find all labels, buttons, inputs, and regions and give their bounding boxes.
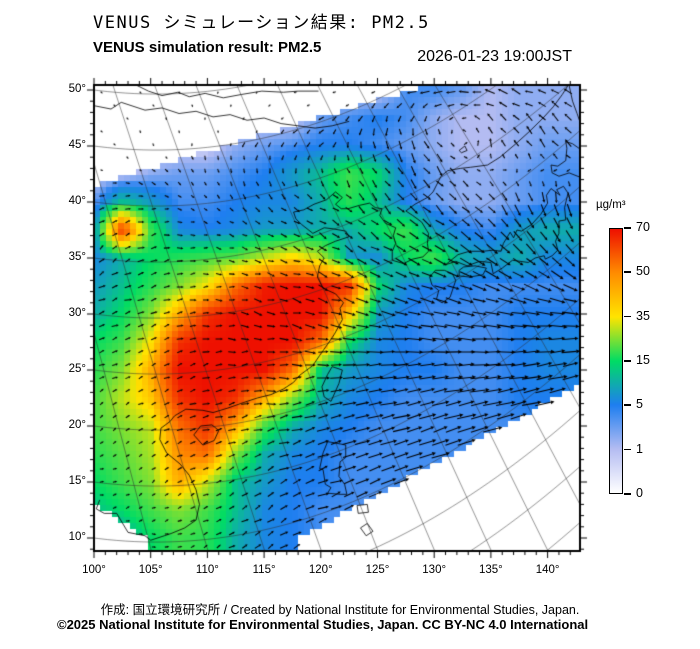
colorbar-unit-label: µg/m³ bbox=[596, 199, 626, 211]
colorbar-label-0: 0 bbox=[636, 486, 643, 500]
footer-credit: 作成: 国立環境研究所 / Created by National Instit… bbox=[100, 603, 580, 617]
colorbar-label-50: 50 bbox=[636, 264, 650, 279]
colorbar-tick-50 bbox=[624, 271, 631, 273]
lat-tick-label-50: 50° bbox=[68, 83, 86, 95]
page-title-english: VENUS simulation result: PM2.5 bbox=[93, 39, 322, 56]
colorbar-tick-0 bbox=[624, 493, 631, 495]
lat-tick-label-20: 20° bbox=[68, 419, 86, 431]
timestamp: 2026-01-23 19:00JST bbox=[417, 48, 572, 65]
colorbar-label-15: 15 bbox=[636, 353, 650, 367]
lon-tick-label-105: 105° bbox=[138, 564, 163, 576]
lon-tick-label-125: 125° bbox=[365, 564, 390, 576]
lon-tick-label-140: 140° bbox=[535, 564, 560, 576]
footer-license: ©2025 National Institute for Environment… bbox=[57, 617, 589, 632]
lon-tick-label-130: 130° bbox=[422, 564, 447, 576]
lon-tick-label-135: 135° bbox=[478, 564, 503, 576]
colorbar-tick-35 bbox=[624, 315, 631, 318]
colorbar-label-1: 1 bbox=[636, 441, 643, 456]
colorbar-label-35: 35 bbox=[636, 308, 650, 323]
lon-tick-label-115: 115° bbox=[252, 564, 276, 576]
lat-tick-label-25: 25° bbox=[68, 363, 86, 375]
lon-tick-label-110: 110° bbox=[195, 564, 219, 576]
lon-tick-label-100: 100° bbox=[82, 564, 106, 576]
colorbar-label-70: 70 bbox=[636, 220, 650, 234]
colorbar-tick-15 bbox=[624, 360, 631, 362]
colorbar-label-5: 5 bbox=[636, 397, 643, 412]
page-title-japanese: VENUS シミュレーション結果: PM2.5 bbox=[93, 13, 430, 33]
lon-tick-label-120: 120° bbox=[308, 564, 333, 576]
colorbar-tick-5 bbox=[624, 404, 631, 406]
colorbar-tick-70 bbox=[624, 227, 631, 229]
lat-tick-label-15: 15° bbox=[68, 475, 86, 487]
colorbar-tick-1 bbox=[624, 448, 631, 451]
lat-tick-label-40: 40° bbox=[68, 195, 86, 207]
lat-tick-label-35: 35° bbox=[68, 251, 86, 263]
lat-tick-label-45: 45° bbox=[68, 139, 86, 151]
lat-tick-label-30: 30° bbox=[68, 307, 86, 319]
colorbar bbox=[609, 228, 623, 494]
lat-tick-label-10: 10° bbox=[68, 531, 86, 543]
